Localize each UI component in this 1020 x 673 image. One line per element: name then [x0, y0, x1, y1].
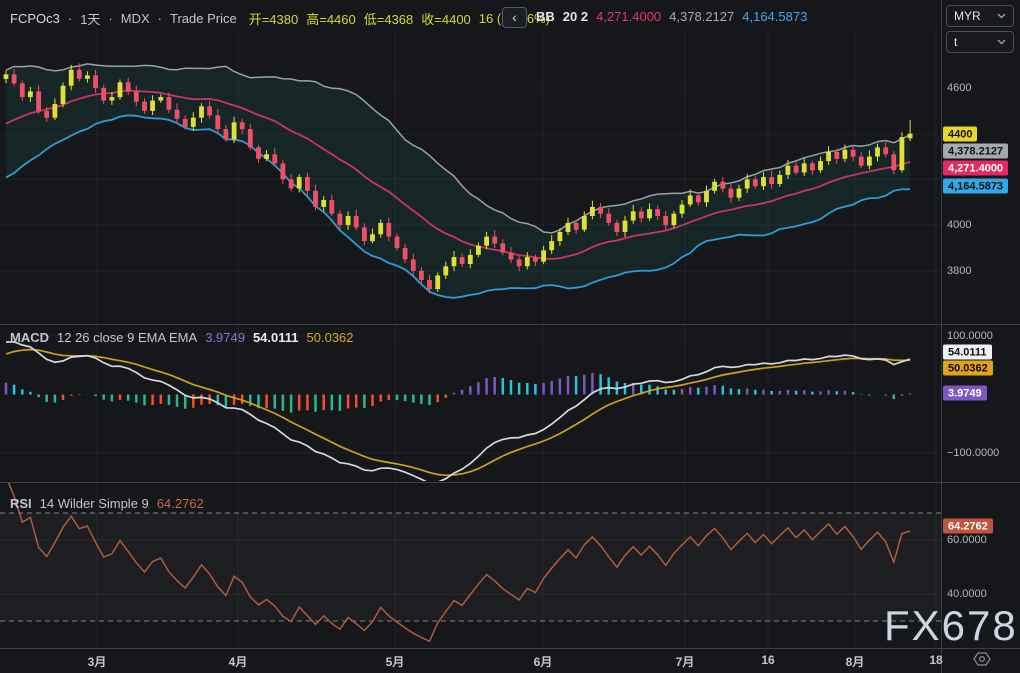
- bb-lower-value: 4,164.5873: [742, 9, 808, 24]
- separator-dot: ·: [108, 11, 113, 26]
- high-value: 高=4460: [306, 12, 356, 27]
- rsi-value: 64.2762: [156, 496, 204, 511]
- scale-toggle-value: t: [954, 35, 958, 49]
- currency-value: MYR: [954, 9, 981, 23]
- separator-dot: ·: [67, 11, 73, 26]
- symbol-name: FCPOc3: [10, 11, 60, 26]
- main-legend[interactable]: FCPOc3 · 1天 · MDX · Trade Price 开=4380 高…: [10, 9, 550, 28]
- macd-value: 3.9749: [205, 330, 245, 345]
- bb-params: 20 2: [562, 9, 589, 24]
- chevron-down-icon: [997, 13, 1006, 19]
- time-axis-border: [0, 648, 1020, 649]
- bb-basis-value: 4,271.4000: [596, 9, 662, 24]
- bb-upper-value: 4,378.2127: [669, 9, 735, 24]
- macd-title: MACD: [10, 330, 49, 345]
- pane-separator[interactable]: [0, 324, 1020, 325]
- watermark: FX678: [884, 602, 1018, 649]
- macd-value: 54.0111: [252, 330, 299, 345]
- currency-selector[interactable]: MYR: [946, 5, 1014, 27]
- rsi-legend[interactable]: RSI 14 Wilder Simple 9 64.2762: [10, 496, 204, 511]
- bb-legend[interactable]: BB 20 2 4,271.4000 4,378.2127 4,164.5873: [536, 9, 807, 24]
- hexagon-settings-icon: [973, 652, 991, 666]
- price-axis[interactable]: [941, 28, 1020, 648]
- exchange-label: MDX: [120, 11, 150, 26]
- separator-dot: ·: [157, 11, 162, 26]
- open-value: 开=4380: [248, 12, 299, 27]
- rsi-title: RSI: [10, 496, 32, 511]
- pane-separator[interactable]: [0, 482, 1020, 483]
- bb-title: BB: [536, 9, 555, 24]
- price-axis-border: [941, 0, 942, 673]
- macd-value: 50.0362: [306, 330, 354, 345]
- close-value: 收=4400: [421, 12, 471, 27]
- rsi-params: 14 Wilder Simple 9: [39, 496, 149, 511]
- macd-legend[interactable]: MACD 12 26 close 9 EMA EMA 3.9749 54.0111…: [10, 330, 362, 345]
- macd-values: 3.9749 54.0111 50.0362: [205, 330, 361, 345]
- scale-toggle-selector[interactable]: t: [946, 31, 1014, 53]
- macd-params: 12 26 close 9 EMA EMA: [57, 330, 198, 345]
- time-axis[interactable]: [0, 649, 941, 673]
- legend-collapse-button[interactable]: ‹: [502, 7, 527, 28]
- interval-label: 1天: [80, 12, 101, 27]
- chevron-down-icon: [997, 39, 1006, 45]
- low-value: 低=4368: [363, 12, 414, 27]
- series-type-label: Trade Price: [170, 11, 237, 26]
- timezone-settings-button[interactable]: [968, 650, 996, 670]
